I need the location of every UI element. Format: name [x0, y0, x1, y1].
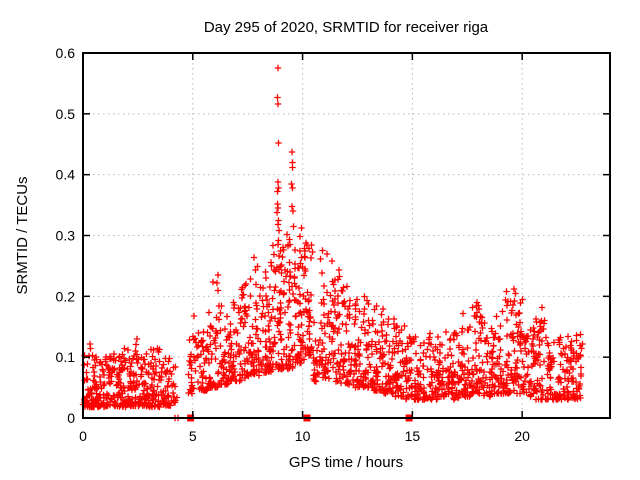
chart-title: Day 295 of 2020, SRMTID for receiver rig…: [204, 19, 489, 36]
data-points-layer: [79, 64, 586, 422]
y-tick-label: 0.2: [56, 288, 76, 304]
y-tick-label: 0.5: [56, 106, 76, 122]
x-axis-label: GPS time / hours: [289, 454, 403, 471]
tick-labels: 0 5 10 15 20 0 0.1 0.2 0.3 0.4 0.5 0.6: [56, 45, 531, 444]
x-tick-label: 10: [295, 428, 311, 444]
y-axis-label: SRMTID / TECUs: [14, 176, 31, 294]
y-tick-label: 0.6: [56, 45, 76, 61]
x-tick-label: 0: [79, 428, 87, 444]
y-tick-label: 0: [67, 410, 75, 426]
y-tick-label: 0.1: [56, 349, 76, 365]
grid-lines: [83, 53, 610, 418]
x-tick-label: 5: [189, 428, 197, 444]
y-tick-label: 0.3: [56, 228, 76, 244]
plot-border: [82, 52, 611, 419]
axis-ticks: [82, 52, 610, 419]
x-tick-label: 15: [405, 428, 421, 444]
scatter-points: [79, 64, 586, 422]
x-tick-label: 20: [514, 428, 530, 444]
y-tick-label: 0.4: [56, 167, 76, 183]
